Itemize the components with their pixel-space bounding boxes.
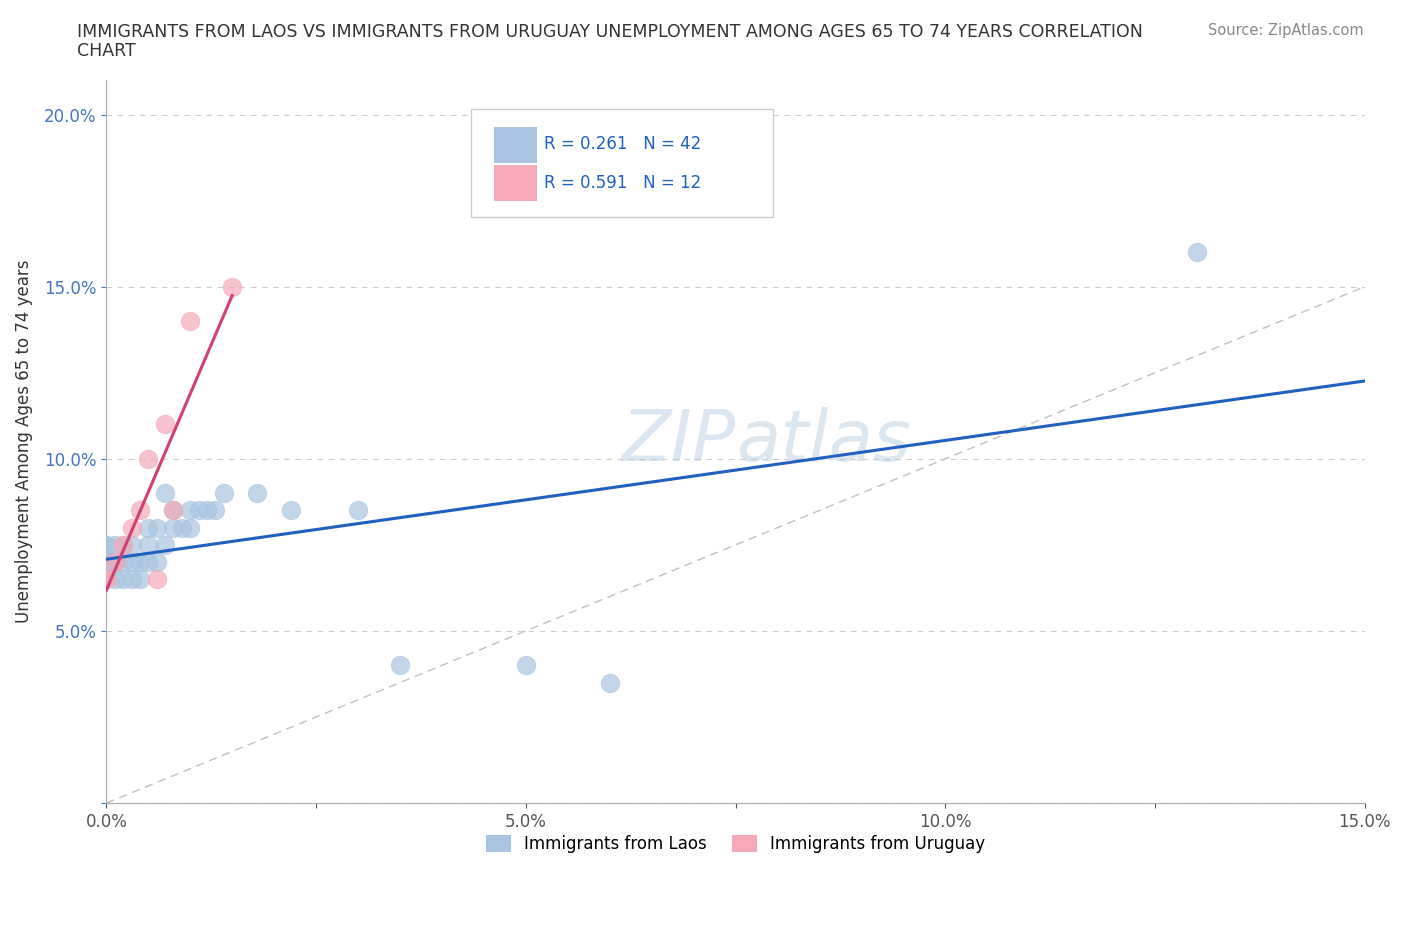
Point	[121, 554, 143, 569]
Point	[179, 503, 201, 518]
Text: ZIP: ZIP	[621, 407, 735, 476]
Point	[162, 503, 184, 518]
Point	[104, 572, 127, 587]
Point	[136, 451, 159, 466]
Point	[96, 572, 118, 587]
Point	[162, 520, 184, 535]
Point	[347, 503, 370, 518]
Point	[145, 572, 167, 587]
Point	[128, 503, 150, 518]
Point	[187, 503, 209, 518]
Point	[212, 485, 235, 500]
Y-axis label: Unemployment Among Ages 65 to 74 years: Unemployment Among Ages 65 to 74 years	[15, 259, 32, 623]
Text: R = 0.261   N = 42: R = 0.261 N = 42	[544, 135, 702, 153]
Point	[153, 485, 176, 500]
Point	[280, 503, 302, 518]
Point	[96, 554, 118, 569]
Point	[104, 554, 127, 569]
Point	[145, 520, 167, 535]
Point	[179, 520, 201, 535]
Point	[179, 313, 201, 328]
Point	[515, 658, 537, 672]
Point	[96, 572, 118, 587]
Point	[96, 572, 118, 587]
Point	[96, 554, 118, 569]
Legend: Immigrants from Laos, Immigrants from Uruguay: Immigrants from Laos, Immigrants from Ur…	[479, 829, 993, 860]
Point	[162, 503, 184, 518]
Point	[121, 538, 143, 552]
FancyBboxPatch shape	[471, 109, 773, 218]
Point	[104, 554, 127, 569]
Point	[136, 554, 159, 569]
Point	[128, 554, 150, 569]
Point	[96, 572, 118, 587]
Point	[195, 503, 218, 518]
Point	[112, 572, 135, 587]
Point	[96, 572, 118, 587]
Point	[204, 503, 226, 518]
Point	[221, 279, 243, 294]
FancyBboxPatch shape	[494, 127, 537, 163]
Point	[136, 538, 159, 552]
Text: CHART: CHART	[77, 42, 136, 60]
Point	[1185, 245, 1208, 259]
Point	[145, 554, 167, 569]
Point	[112, 538, 135, 552]
Point	[170, 520, 193, 535]
Point	[121, 520, 143, 535]
Text: Source: ZipAtlas.com: Source: ZipAtlas.com	[1208, 23, 1364, 38]
Point	[104, 538, 127, 552]
Point	[121, 572, 143, 587]
Point	[112, 554, 135, 569]
Point	[104, 554, 127, 569]
Point	[246, 485, 269, 500]
Point	[96, 538, 118, 552]
FancyBboxPatch shape	[494, 166, 537, 201]
Point	[153, 538, 176, 552]
Point	[136, 520, 159, 535]
Text: IMMIGRANTS FROM LAOS VS IMMIGRANTS FROM URUGUAY UNEMPLOYMENT AMONG AGES 65 TO 74: IMMIGRANTS FROM LAOS VS IMMIGRANTS FROM …	[77, 23, 1143, 41]
Point	[96, 538, 118, 552]
Text: R = 0.591   N = 12: R = 0.591 N = 12	[544, 174, 702, 192]
Point	[128, 572, 150, 587]
Point	[599, 675, 621, 690]
Point	[112, 538, 135, 552]
Text: atlas: atlas	[735, 407, 910, 476]
Point	[153, 417, 176, 432]
Point	[388, 658, 411, 672]
